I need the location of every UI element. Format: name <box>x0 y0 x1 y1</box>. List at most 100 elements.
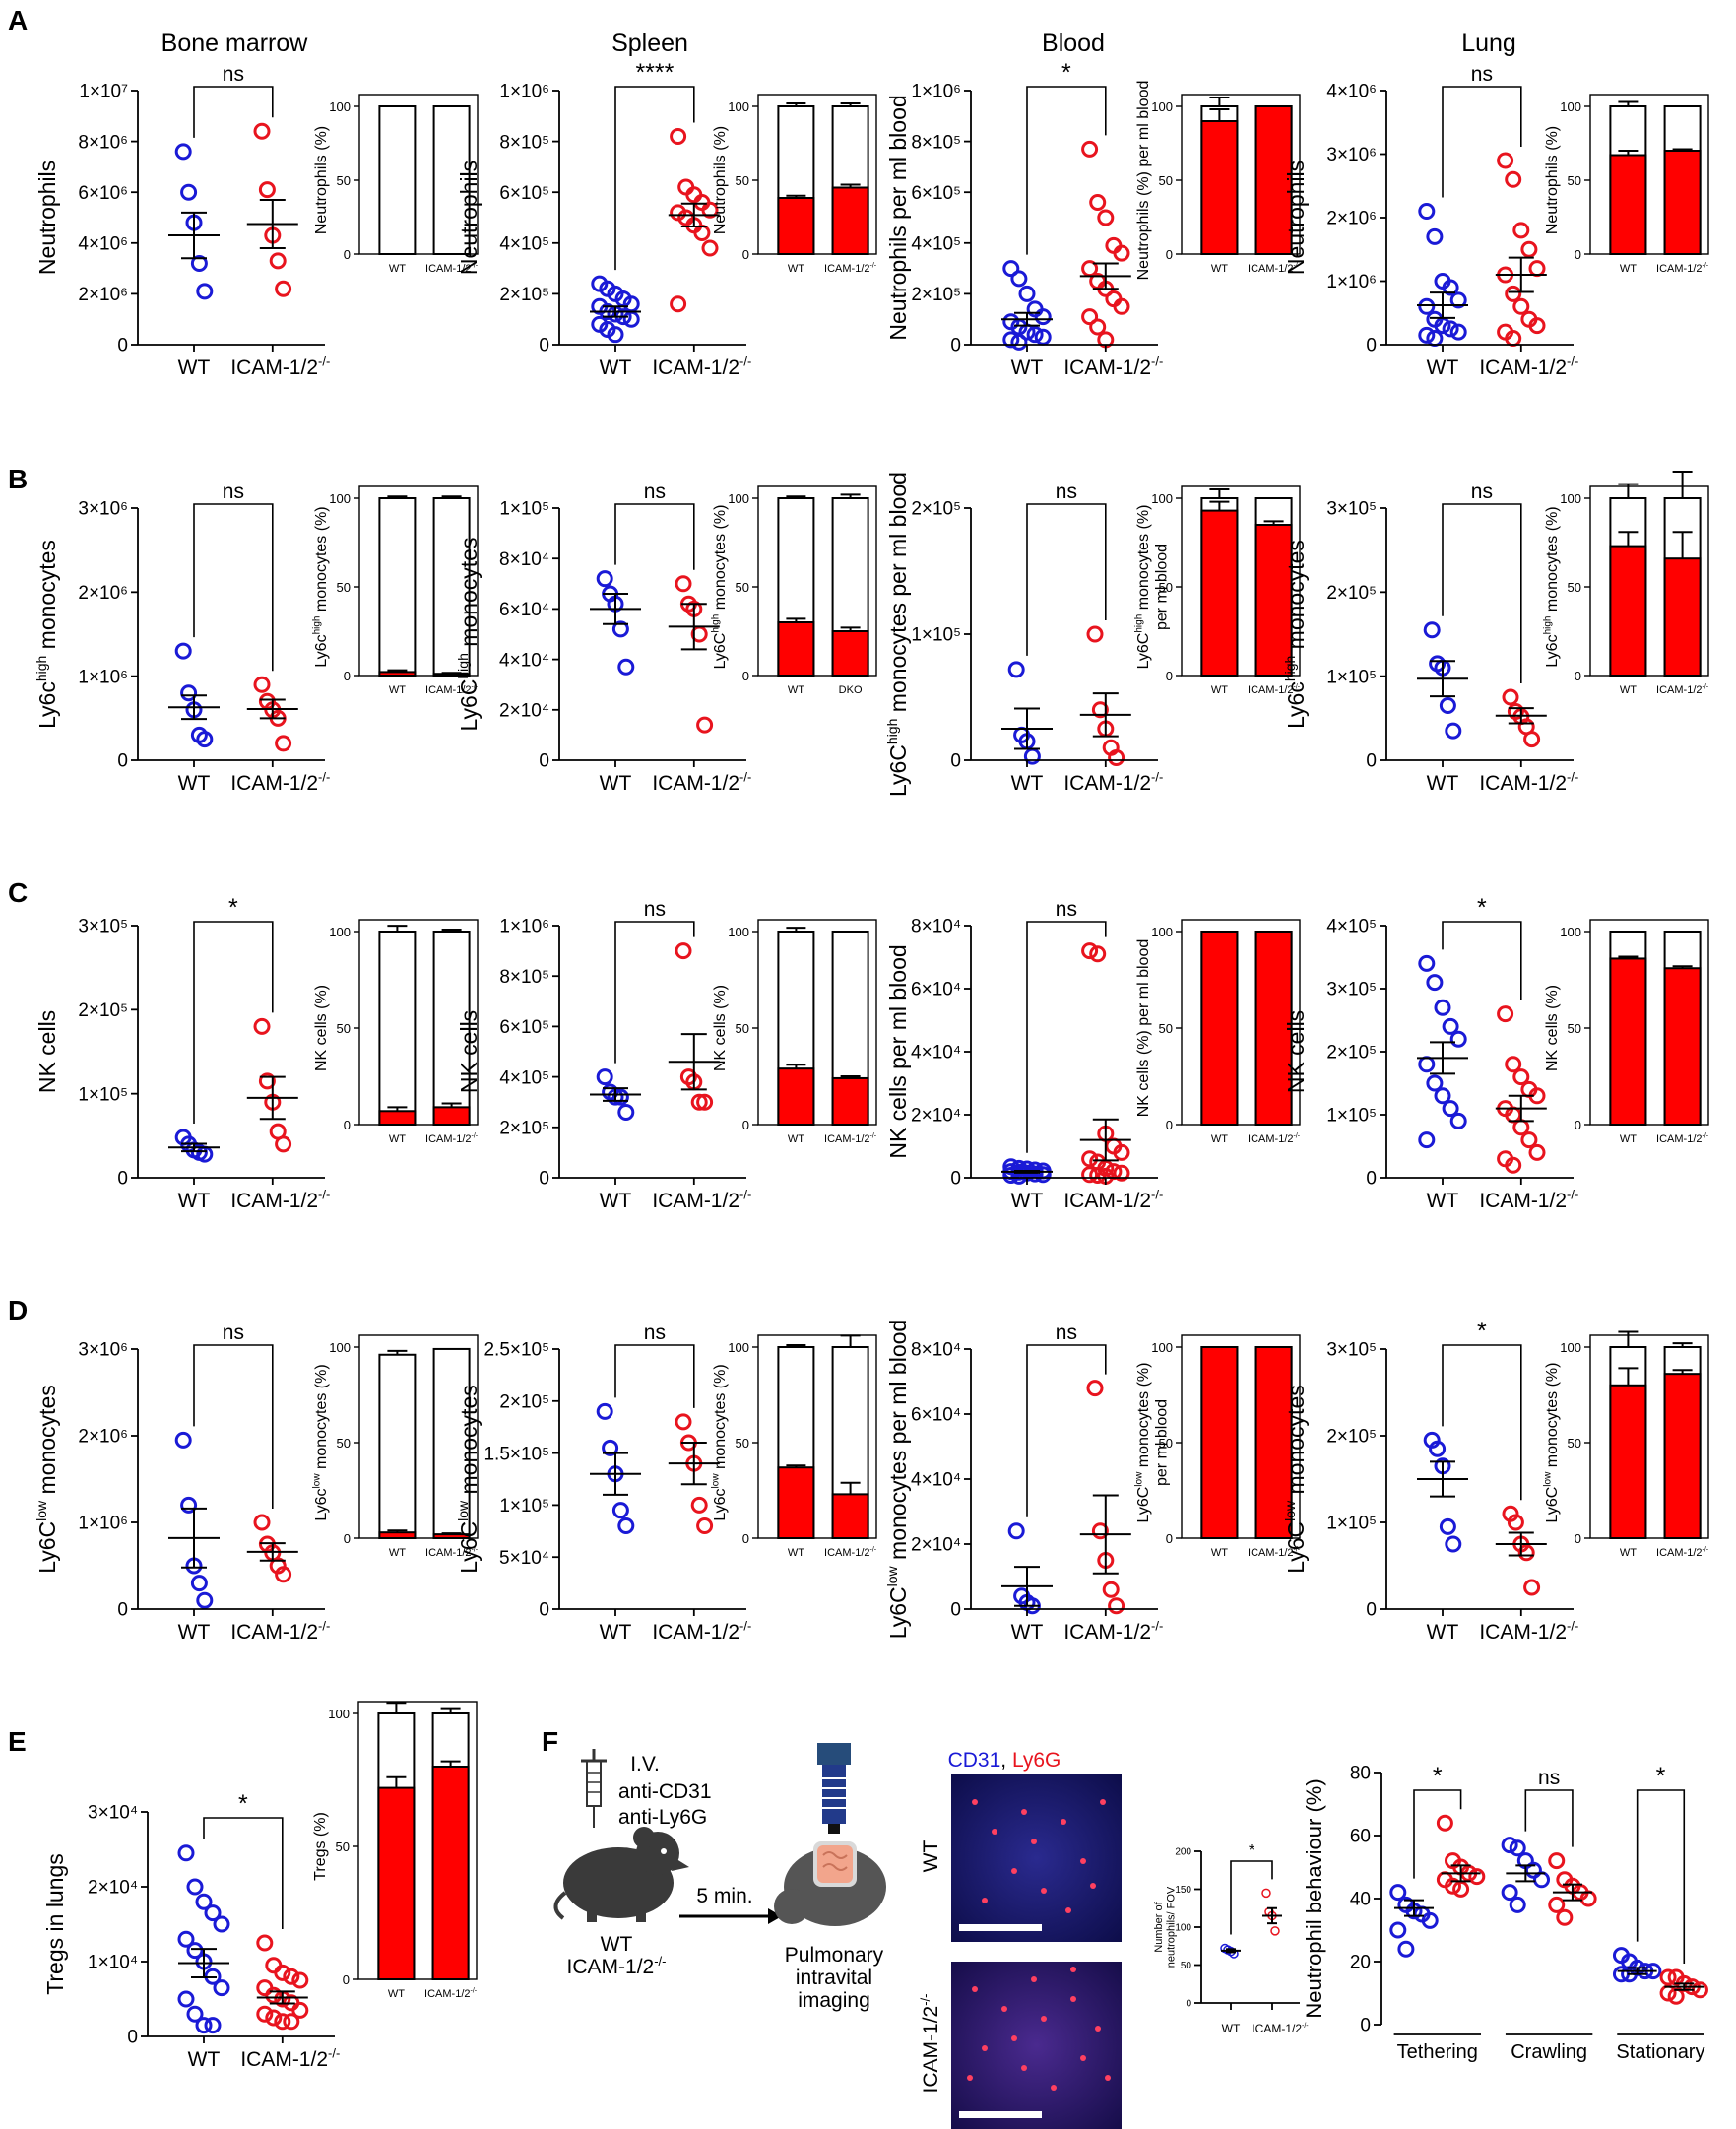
data-point <box>204 2017 222 2034</box>
y-tick-label: 2×10⁵ <box>78 1000 128 1021</box>
bar-value <box>1200 931 1239 1126</box>
sig-label: ns <box>1471 63 1493 86</box>
x-tick-label: ICAM-1/2-/- <box>1248 1133 1301 1145</box>
y-tick-label: 50 <box>337 173 351 188</box>
y-tick-label: 50 <box>1568 580 1581 595</box>
bar-value <box>431 1766 470 1980</box>
y-tick-label: 50 <box>337 1021 351 1036</box>
y-axis-label-group: NK cells (%) per ml blood <box>1135 939 1152 1118</box>
data-point <box>177 1844 195 1862</box>
data-point <box>1113 244 1130 262</box>
data-point <box>1034 308 1052 326</box>
imaging-label-3: imaging <box>798 1989 870 2012</box>
data-point <box>1505 1056 1522 1073</box>
y-tick-label: 50 <box>1181 1961 1192 1971</box>
data-point <box>1002 260 1020 278</box>
sig-label: ns <box>644 1322 666 1344</box>
data-point <box>611 620 629 638</box>
y-axis-label: Ly6Clow monocytes <box>1282 1385 1309 1573</box>
sig-bracket <box>614 503 695 570</box>
sig-bracket <box>1524 1789 1574 1847</box>
data-point <box>1512 222 1530 239</box>
x-group-label: Crawling <box>1511 2041 1587 2063</box>
y-axis-label-group: Ly6clow monocytes (%) <box>312 1364 330 1520</box>
sig-bracket <box>193 86 274 138</box>
data-point <box>596 1068 613 1086</box>
x-tick-label: ICAM-1/2-/- <box>1063 355 1163 379</box>
y-tick-label: 3×10⁵ <box>1326 1340 1377 1361</box>
x-tick-label: ICAM-1/2-/- <box>652 355 751 379</box>
y-tick-label: 2×10⁴ <box>499 700 549 721</box>
y-tick-label: 0 <box>344 1531 351 1546</box>
y-tick-label: 2×10⁶ <box>78 1427 128 1448</box>
y-axis-label-group: Ly6Clow monocytes <box>1282 1385 1309 1573</box>
x-tick-label: WT <box>1427 772 1459 795</box>
x-tick-label: ICAM-1/2-/- <box>1248 263 1301 275</box>
x-tick-label: ICAM-1/2-/- <box>824 1547 877 1559</box>
sig-label: ns <box>1056 1322 1077 1344</box>
data-point <box>204 1904 222 1922</box>
chart-A-SP-pct: 0 50 100 Neutrophils (%) WT ICAM-1/2-/- <box>712 94 877 275</box>
y-axis-label: NK cells (%) per ml blood <box>1135 939 1152 1118</box>
y-tick-label: 50 <box>1159 173 1173 188</box>
bar-frame <box>1589 485 1709 677</box>
y-tick-label: 1×10⁵ <box>1326 1514 1377 1534</box>
data-point <box>617 658 635 676</box>
y-tick-label: 100 <box>329 1340 351 1355</box>
sig-label: * <box>228 894 238 922</box>
x-tick-label: WT <box>600 772 632 795</box>
mouse-lung-icon <box>774 1841 886 1926</box>
chart-D-SP-pct: 0 50 100 Ly6clow monocytes (%) WT ICAM-1/2-/- <box>711 1334 877 1559</box>
data-point <box>1418 297 1436 315</box>
chart-D-BM-pct: 0 50 100 Ly6clow monocytes (%) WT ICAM-1/2-/- <box>312 1334 479 1559</box>
y-tick-label: 1×10⁷ <box>79 82 128 102</box>
data-point <box>269 252 287 270</box>
y-axis-label-group: NK cells <box>456 1010 482 1093</box>
bar-value <box>377 1786 416 1980</box>
y-axis-label: Tregs (%) <box>312 1812 329 1881</box>
data-point <box>265 2009 283 2027</box>
sig-label: * <box>238 1790 248 1818</box>
bar-value <box>1663 557 1702 677</box>
y-axis-label-group: NK cells per ml blood <box>885 944 911 1158</box>
x-tick-label: ICAM-1/2-/- <box>1063 1619 1163 1644</box>
sig-label: ns <box>223 481 244 503</box>
y-tick-label: 150 <box>1175 1885 1191 1896</box>
data-point <box>258 1072 276 1090</box>
y-tick-label: 100 <box>1560 925 1581 939</box>
x-tick-label: WT <box>1620 1547 1637 1559</box>
y-tick-label: 4×10⁴ <box>911 1470 961 1491</box>
data-point <box>1509 1839 1526 1857</box>
y-tick-label: 100 <box>1560 1340 1581 1355</box>
micrograph-speck <box>1080 2055 1086 2061</box>
data-point <box>1261 1888 1271 1899</box>
data-point <box>1449 291 1467 309</box>
bar-total <box>378 497 417 677</box>
arrow-head-icon <box>768 1908 782 1924</box>
y-tick-label: 6×10⁴ <box>911 1405 961 1426</box>
y-tick-label: 1×10⁵ <box>499 1496 549 1516</box>
data-point <box>1442 279 1459 296</box>
y-tick-label: 50 <box>736 1021 749 1036</box>
bar-frame <box>1589 1334 1709 1539</box>
y-tick-label: 2×10⁶ <box>78 583 128 604</box>
data-point <box>1556 1908 1574 1926</box>
micrograph-title: CD31, Ly6G <box>948 1749 1061 1772</box>
data-point <box>1524 1861 1542 1879</box>
y-axis-label-group: Ly6Clow monocytes <box>33 1385 60 1573</box>
data-point <box>1497 152 1514 169</box>
panel-letter-d: D <box>8 1295 28 1325</box>
y-tick-label: 0 <box>117 1169 128 1190</box>
bar-frame <box>1181 485 1301 677</box>
data-point <box>617 1103 635 1121</box>
x-tick-label: WT <box>1011 1190 1044 1212</box>
mouse-label-wt: WT <box>601 1933 633 1956</box>
data-point <box>1423 621 1441 639</box>
y-tick-label: 50 <box>337 1436 351 1451</box>
data-point <box>1442 1017 1459 1035</box>
y-tick-label: 0 <box>950 751 961 772</box>
data-point <box>190 254 208 272</box>
y-tick-label: 3×10⁶ <box>1326 145 1377 165</box>
y-axis-label-group: Neutrophils <box>1283 161 1309 275</box>
